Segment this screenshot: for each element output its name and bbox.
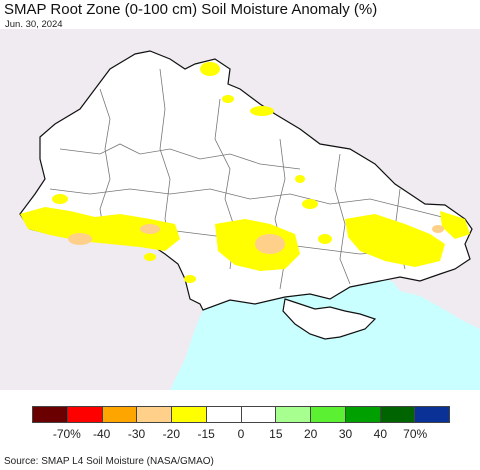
legend-tick-label: 70% xyxy=(403,427,428,441)
legend-bin xyxy=(102,407,138,422)
map-title: SMAP Root Zone (0-100 cm) Soil Moisture … xyxy=(4,1,378,18)
crimea xyxy=(282,298,377,340)
legend-tick-label: -30 xyxy=(127,427,146,441)
legend-tick-label: 20 xyxy=(303,427,318,441)
soil-moisture-map xyxy=(0,29,480,390)
legend-bin xyxy=(345,407,381,422)
legend-tick-label: 40 xyxy=(373,427,388,441)
legend-bin xyxy=(415,407,449,422)
anomaly-dry-moderate xyxy=(68,224,444,254)
legend-bin xyxy=(241,407,277,422)
source-credit: Source: SMAP L4 Soil Moisture (NASA/GMAO… xyxy=(4,456,214,467)
legend-tick-label: 15 xyxy=(269,427,283,441)
legend-bin xyxy=(172,407,207,422)
legend-tick-label: -40 xyxy=(92,427,111,441)
legend-bin xyxy=(311,407,346,422)
anomaly-dry-light xyxy=(20,62,470,283)
map-date: Jun. 30, 2024 xyxy=(5,19,63,30)
legend-tick-label: -20 xyxy=(162,427,180,441)
legend-tick-label: -70% xyxy=(52,427,81,441)
legend-bin xyxy=(206,407,242,422)
legend-bin xyxy=(137,407,172,422)
legend-bin xyxy=(276,407,311,422)
legend-tick-label: -15 xyxy=(197,427,215,441)
legend-bin xyxy=(67,407,103,422)
legend-tick-label: 0 xyxy=(237,427,245,441)
legend-tick-label: 30 xyxy=(338,427,353,441)
legend-colorbar xyxy=(32,406,450,423)
legend-bin xyxy=(380,407,416,422)
legend-bin xyxy=(33,407,68,422)
